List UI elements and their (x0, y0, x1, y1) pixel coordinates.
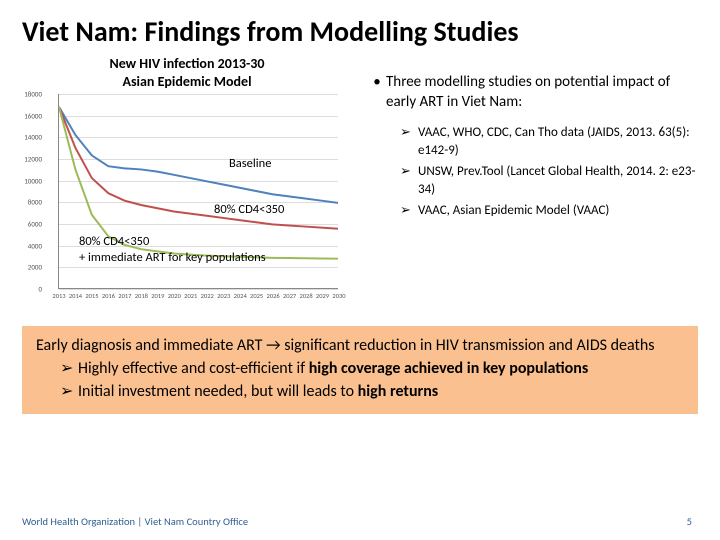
x-tick-label: 2016 (102, 292, 115, 300)
y-tick-label: 2000 (10, 263, 42, 272)
hs-bold: high coverage achieved in key population… (309, 359, 589, 378)
footer: World Health Organization | Viet Nam Cou… (0, 515, 720, 528)
y-tick-label: 4000 (10, 241, 42, 250)
x-tick-label: 2027 (283, 292, 296, 300)
content-area: New HIV infection 2013-30 Asian Epidemic… (0, 55, 720, 314)
sub-text: VAAC, WHO, CDC, Can Tho data (JAIDS, 201… (418, 124, 702, 159)
sub-list: ➢ VAAC, WHO, CDC, Can Tho data (JAIDS, 2… (368, 124, 702, 220)
highlight-box: Early diagnosis and immediate ART → sign… (22, 326, 698, 414)
x-tick-label: 2020 (168, 292, 181, 300)
sub-item: ➢ VAAC, WHO, CDC, Can Tho data (JAIDS, 2… (400, 124, 702, 159)
x-tick-label: 2018 (135, 292, 148, 300)
x-tick-label: 2014 (69, 292, 82, 300)
main-bullet-text: Three modelling studies on potential imp… (386, 73, 702, 112)
series-line (59, 107, 338, 229)
chart-wrap: 0200040006000800010000120001400016000180… (22, 94, 352, 314)
grid-line (59, 289, 338, 290)
text-column: • Three modelling studies on potential i… (362, 55, 702, 314)
highlight-sub-text: Highly effective and cost-efficient if h… (78, 359, 588, 380)
sub-item: ➢ UNSW, Prev.Tool (Lancet Global Health,… (400, 163, 702, 198)
highlight-sub-text: Initial investment needed, but will lead… (78, 382, 438, 403)
sub-text: VAAC, Asian Epidemic Model (VAAC) (418, 202, 609, 220)
sub-text: UNSW, Prev.Tool (Lancet Global Health, 2… (418, 163, 702, 198)
y-tick-label: 18000 (10, 90, 42, 99)
main-bullet: • Three modelling studies on potential i… (368, 73, 702, 112)
x-tick-label: 2025 (250, 292, 263, 300)
y-tick-label: 12000 (10, 155, 42, 164)
x-tick-label: 2029 (316, 292, 329, 300)
series-label: Baseline (229, 156, 271, 171)
highlight-main: Early diagnosis and immediate ART → sign… (36, 336, 684, 357)
highlight-sub: ➢ Initial investment needed, but will le… (36, 382, 684, 403)
arrow-icon: ➢ (400, 124, 418, 159)
chart-title-line1: New HIV infection 2013-30 (109, 55, 264, 72)
footer-page: 5 (687, 515, 692, 528)
arrow-icon: ➢ (400, 202, 418, 220)
y-tick-label: 14000 (10, 133, 42, 142)
arrow-icon: ➢ (400, 163, 418, 198)
x-tick-label: 2021 (184, 292, 197, 300)
x-tick-label: 2024 (234, 292, 247, 300)
y-tick-label: 16000 (10, 111, 42, 120)
chart-title-line2: Asian Epidemic Model (122, 73, 251, 90)
series-line (59, 107, 338, 203)
arrow-icon: ➢ (60, 359, 78, 380)
y-tick-label: 6000 (10, 220, 42, 229)
x-tick-label: 2028 (299, 292, 312, 300)
x-tick-label: 2019 (151, 292, 164, 300)
series-label: 80% CD4<350 (79, 234, 149, 249)
y-tick-label: 10000 (10, 176, 42, 185)
hs-pre: Highly effective and cost-efficient if (78, 359, 309, 378)
slide-title: Viet Nam: Findings from Modelling Studie… (0, 0, 720, 55)
hs-pre: Initial investment needed, but will lead… (78, 382, 358, 401)
chart-title: New HIV infection 2013-30 Asian Epidemic… (67, 55, 307, 90)
x-tick-label: 2022 (201, 292, 214, 300)
highlight-sub: ➢ Highly effective and cost-efficient if… (36, 359, 684, 380)
x-tick-label: 2015 (85, 292, 98, 300)
bullet-dot-icon: • (368, 73, 386, 112)
arrow-icon: ➢ (60, 382, 78, 403)
series-label: + immediate ART for key populations (79, 250, 266, 265)
x-tick-label: 2013 (52, 292, 65, 300)
x-tick-label: 2017 (118, 292, 131, 300)
y-tick-label: 8000 (10, 198, 42, 207)
x-tick-label: 2030 (332, 292, 345, 300)
x-tick-label: 2023 (217, 292, 230, 300)
hs-bold: high returns (358, 382, 439, 401)
chart-plot: 0200040006000800010000120001400016000180… (58, 94, 338, 289)
x-tick-label: 2026 (267, 292, 280, 300)
series-label: 80% CD4<350 (214, 202, 284, 217)
chart-column: New HIV infection 2013-30 Asian Epidemic… (22, 55, 362, 314)
footer-left: World Health Organization | Viet Nam Cou… (22, 515, 248, 528)
y-tick-label: 0 (10, 285, 42, 294)
sub-item: ➢ VAAC, Asian Epidemic Model (VAAC) (400, 202, 702, 220)
